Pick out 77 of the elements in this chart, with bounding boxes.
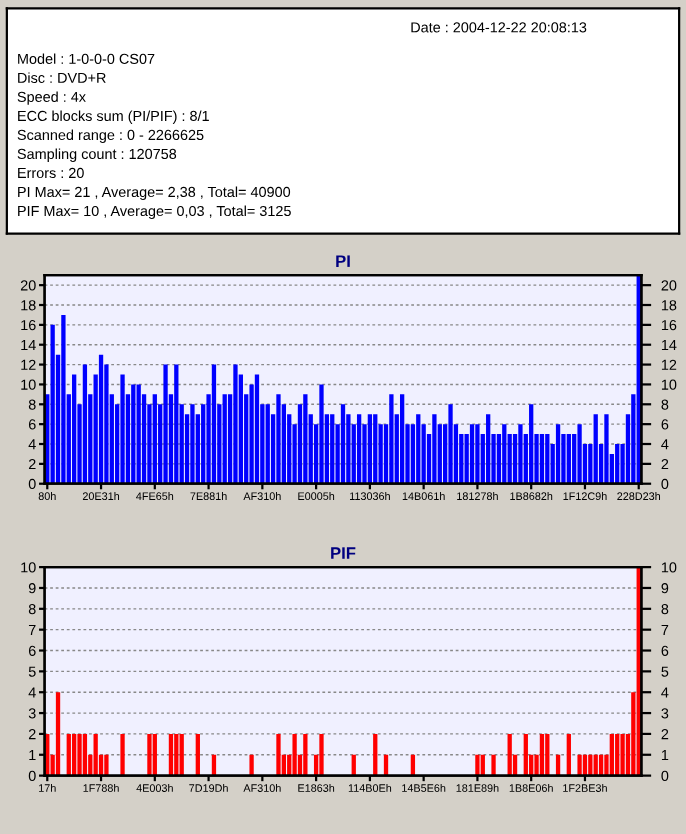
bar bbox=[609, 733, 614, 776]
bar bbox=[389, 394, 394, 484]
bar bbox=[319, 733, 324, 776]
bar bbox=[222, 394, 227, 484]
bar bbox=[147, 733, 152, 776]
bar bbox=[174, 733, 179, 776]
bar bbox=[72, 374, 77, 484]
bar bbox=[72, 733, 77, 776]
bar bbox=[98, 354, 104, 484]
bar bbox=[432, 414, 437, 484]
bar bbox=[475, 754, 480, 776]
bar bbox=[399, 394, 405, 484]
bar bbox=[604, 414, 609, 484]
bar bbox=[179, 733, 184, 776]
bar bbox=[448, 404, 453, 484]
bar bbox=[50, 324, 55, 484]
bar bbox=[136, 384, 141, 484]
chart-title: PI bbox=[336, 255, 350, 267]
bar bbox=[577, 424, 582, 484]
bar bbox=[523, 733, 528, 776]
bar bbox=[163, 364, 168, 484]
bar bbox=[593, 414, 598, 484]
bar bbox=[330, 414, 335, 484]
bar bbox=[104, 754, 109, 776]
bar bbox=[61, 314, 66, 484]
bar bbox=[577, 754, 582, 776]
chart-title: PIF bbox=[331, 547, 356, 559]
bar bbox=[615, 733, 620, 776]
bar bbox=[292, 733, 297, 776]
bar bbox=[615, 444, 620, 484]
bar bbox=[566, 434, 571, 484]
bar bbox=[373, 733, 378, 776]
bar bbox=[168, 733, 174, 776]
bar bbox=[190, 404, 195, 484]
bar bbox=[502, 424, 507, 484]
bar bbox=[249, 754, 254, 776]
bar bbox=[265, 404, 270, 484]
bar bbox=[356, 414, 362, 484]
bar bbox=[77, 733, 82, 776]
bar bbox=[195, 733, 200, 776]
bar bbox=[174, 364, 179, 484]
bar bbox=[131, 384, 136, 484]
bar bbox=[373, 414, 378, 484]
bar bbox=[120, 374, 125, 484]
bar bbox=[82, 733, 88, 776]
bar bbox=[475, 424, 480, 484]
bar bbox=[82, 364, 88, 484]
bar bbox=[303, 394, 308, 484]
bar bbox=[416, 414, 421, 484]
bar bbox=[152, 733, 157, 776]
bar bbox=[469, 424, 475, 484]
bar bbox=[319, 384, 324, 484]
bar bbox=[545, 434, 550, 484]
bar bbox=[66, 733, 71, 776]
bar bbox=[55, 692, 61, 776]
bar bbox=[486, 414, 491, 484]
bar bbox=[566, 733, 571, 776]
bar bbox=[276, 733, 281, 776]
bar bbox=[93, 733, 98, 776]
bar bbox=[507, 733, 512, 776]
bar bbox=[254, 374, 260, 484]
bar bbox=[276, 394, 281, 484]
bar bbox=[545, 733, 550, 776]
bar bbox=[539, 434, 545, 484]
bar bbox=[152, 394, 157, 484]
bar bbox=[211, 364, 217, 484]
bar bbox=[529, 404, 534, 484]
bar bbox=[491, 754, 496, 776]
bar bbox=[620, 733, 625, 776]
bar bbox=[539, 733, 545, 776]
bar bbox=[340, 404, 346, 484]
bar bbox=[233, 364, 238, 484]
bar bbox=[555, 424, 561, 484]
bar bbox=[120, 733, 125, 776]
bar bbox=[367, 414, 373, 484]
bar bbox=[303, 733, 308, 776]
bar bbox=[518, 424, 523, 484]
